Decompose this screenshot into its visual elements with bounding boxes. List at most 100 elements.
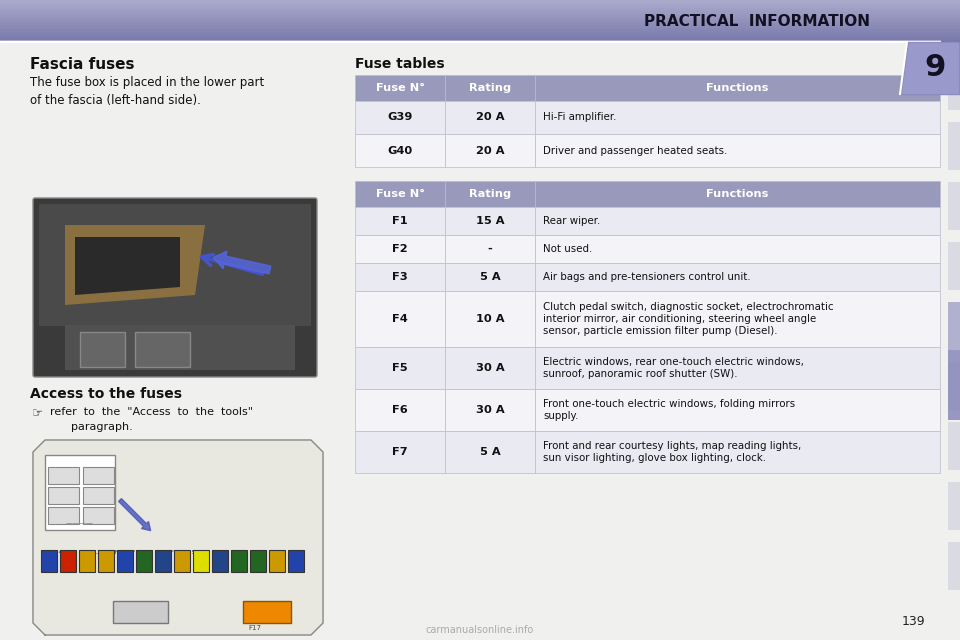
Polygon shape: [900, 42, 960, 94]
Text: F4: F4: [392, 314, 408, 324]
Bar: [445, 347, 535, 389]
Bar: [445, 291, 535, 347]
Bar: [0, 38, 960, 40]
Text: Not used.: Not used.: [543, 244, 592, 254]
Bar: [135, 332, 190, 367]
Text: Front one-touch electric windows, folding mirrors: Front one-touch electric windows, foldin…: [543, 399, 795, 409]
Bar: [535, 235, 940, 263]
Bar: [113, 601, 168, 623]
Bar: [535, 207, 940, 235]
Text: Fuse N°: Fuse N°: [375, 189, 424, 199]
Bar: [948, 242, 960, 290]
Polygon shape: [75, 237, 180, 295]
Bar: [0, 0, 960, 1]
Text: Rear wiper.: Rear wiper.: [543, 216, 600, 226]
Bar: [243, 601, 291, 623]
Text: G39: G39: [387, 113, 413, 122]
Text: Clutch pedal switch, diagnostic socket, electrochromatic: Clutch pedal switch, diagnostic socket, …: [543, 302, 833, 312]
Bar: [83, 467, 114, 484]
Polygon shape: [65, 225, 205, 305]
Bar: [0, 29, 960, 31]
Bar: [948, 362, 960, 410]
Text: Fuse N°: Fuse N°: [375, 83, 424, 93]
Text: 9: 9: [924, 54, 946, 83]
Bar: [48, 467, 79, 484]
Text: 30 A: 30 A: [476, 405, 504, 415]
Bar: [48, 487, 79, 504]
Bar: [250, 550, 266, 572]
Text: carmanualsonline.info: carmanualsonline.info: [426, 625, 534, 635]
FancyArrow shape: [119, 499, 151, 531]
Text: F6: F6: [392, 405, 408, 415]
Bar: [445, 134, 535, 167]
Text: F1  F4  F5 F10F12 F9 F14  F7  F8 F10 F5  F15 F8  F11: F1 F4 F5 F10F12 F9 F14 F7 F8 F10 F5 F15 …: [41, 550, 223, 555]
Text: sunroof, panoramic roof shutter (SW).: sunroof, panoramic roof shutter (SW).: [543, 369, 737, 379]
Bar: [212, 550, 228, 572]
Bar: [355, 235, 445, 263]
Bar: [445, 75, 535, 101]
Bar: [0, 5, 960, 7]
Text: Fuse tables: Fuse tables: [355, 57, 444, 71]
Polygon shape: [33, 440, 323, 635]
Text: Rating: Rating: [468, 189, 511, 199]
Text: ————: ————: [66, 520, 94, 526]
Text: F1: F1: [393, 216, 408, 226]
Bar: [0, 19, 960, 21]
Bar: [535, 181, 940, 207]
Bar: [136, 550, 152, 572]
Bar: [79, 550, 95, 572]
Bar: [0, 3, 960, 4]
Bar: [948, 302, 960, 350]
Bar: [117, 550, 133, 572]
Bar: [0, 13, 960, 15]
Bar: [355, 181, 445, 207]
Bar: [445, 431, 535, 473]
Text: 20 A: 20 A: [476, 145, 504, 156]
Bar: [0, 23, 960, 25]
Bar: [0, 36, 960, 38]
Bar: [0, 28, 960, 29]
Bar: [355, 389, 445, 431]
Bar: [535, 291, 940, 347]
Text: Hi-Fi amplifier.: Hi-Fi amplifier.: [543, 113, 616, 122]
Text: G40: G40: [388, 145, 413, 156]
Bar: [83, 487, 114, 504]
Bar: [948, 182, 960, 230]
Bar: [174, 550, 190, 572]
Text: sensor, particle emission filter pump (Diesel).: sensor, particle emission filter pump (D…: [543, 326, 778, 336]
Bar: [355, 207, 445, 235]
Bar: [948, 122, 960, 170]
Bar: [0, 4, 960, 6]
Text: Driver and passenger heated seats.: Driver and passenger heated seats.: [543, 145, 728, 156]
Bar: [0, 1, 960, 3]
Bar: [355, 431, 445, 473]
Bar: [0, 18, 960, 20]
Bar: [355, 291, 445, 347]
Bar: [355, 134, 445, 167]
Text: Functions: Functions: [707, 83, 769, 93]
Text: ☞: ☞: [32, 407, 43, 420]
Bar: [65, 325, 295, 370]
Bar: [948, 350, 960, 420]
Text: F3: F3: [392, 272, 408, 282]
FancyBboxPatch shape: [33, 198, 317, 377]
Text: F17: F17: [248, 625, 261, 631]
Bar: [0, 10, 960, 12]
Bar: [535, 101, 940, 134]
Bar: [0, 35, 960, 36]
Bar: [0, 20, 960, 22]
Text: interior mirror, air conditioning, steering wheel angle: interior mirror, air conditioning, steer…: [543, 314, 816, 324]
Bar: [288, 550, 304, 572]
Polygon shape: [902, 43, 958, 93]
Bar: [535, 431, 940, 473]
Text: PRACTICAL  INFORMATION: PRACTICAL INFORMATION: [644, 13, 870, 29]
Bar: [355, 101, 445, 134]
Bar: [0, 11, 960, 13]
Text: supply.: supply.: [543, 411, 578, 421]
Bar: [355, 75, 445, 101]
Bar: [355, 347, 445, 389]
Text: sun visor lighting, glove box lighting, clock.: sun visor lighting, glove box lighting, …: [543, 453, 766, 463]
Bar: [355, 263, 445, 291]
Bar: [0, 30, 960, 32]
Bar: [41, 550, 57, 572]
